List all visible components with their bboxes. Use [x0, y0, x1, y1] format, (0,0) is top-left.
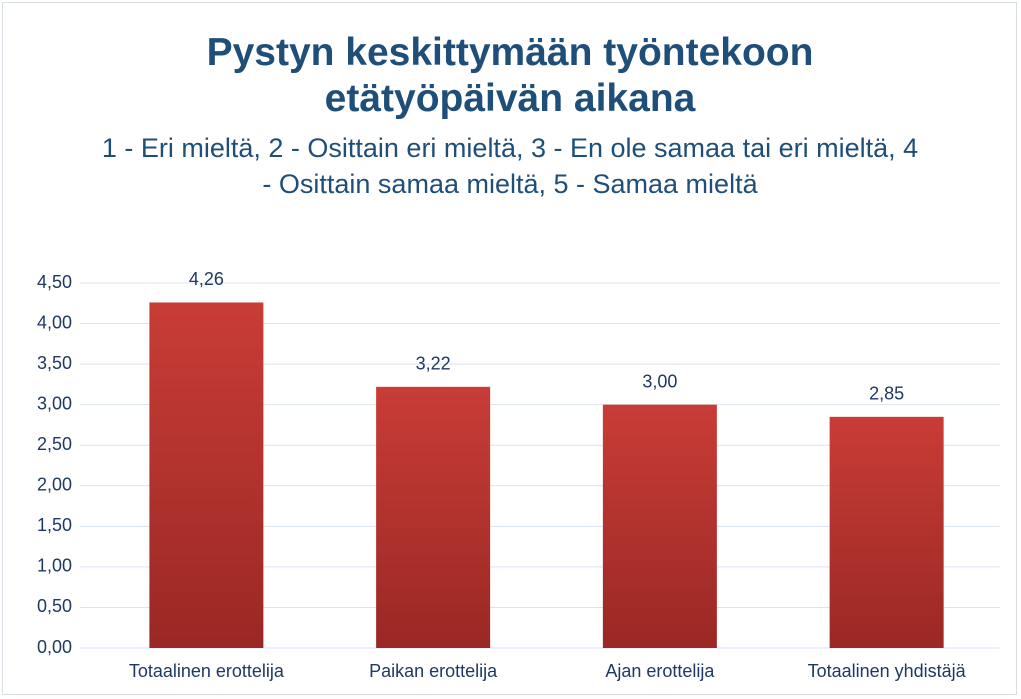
bar — [602, 404, 717, 648]
x-tick-label: Totaalinen erottelija — [129, 661, 285, 681]
data-label: 2,85 — [869, 384, 904, 404]
y-tick-label: 3,50 — [37, 353, 72, 373]
y-tick-label: 2,50 — [37, 434, 72, 454]
y-tick-label: 1,50 — [37, 515, 72, 535]
y-tick-label: 0,50 — [37, 596, 72, 616]
bar — [829, 416, 944, 648]
data-label: 4,26 — [189, 269, 224, 289]
y-tick-label: 2,00 — [37, 475, 72, 495]
y-tick-label: 0,00 — [37, 637, 72, 657]
x-tick-label: Paikan erottelija — [369, 661, 498, 681]
chart-title: Pystyn keskittymään työntekoon etätyöpäi… — [206, 31, 814, 120]
y-tick-label: 3,00 — [37, 393, 72, 413]
x-tick-label: Totaalinen yhdistäjä — [808, 661, 967, 681]
y-tick-label: 4,50 — [37, 272, 72, 292]
data-label: 3,00 — [642, 371, 677, 391]
data-label: 3,22 — [416, 354, 451, 374]
x-tick-label: Ajan erottelija — [605, 661, 715, 681]
chart-subtitle: 1 - Eri mieltä, 2 - Osittain eri mieltä,… — [101, 133, 919, 199]
y-tick-label: 4,00 — [37, 312, 72, 332]
y-tick-label: 1,00 — [37, 556, 72, 576]
bar — [149, 302, 264, 648]
bar — [376, 386, 491, 648]
